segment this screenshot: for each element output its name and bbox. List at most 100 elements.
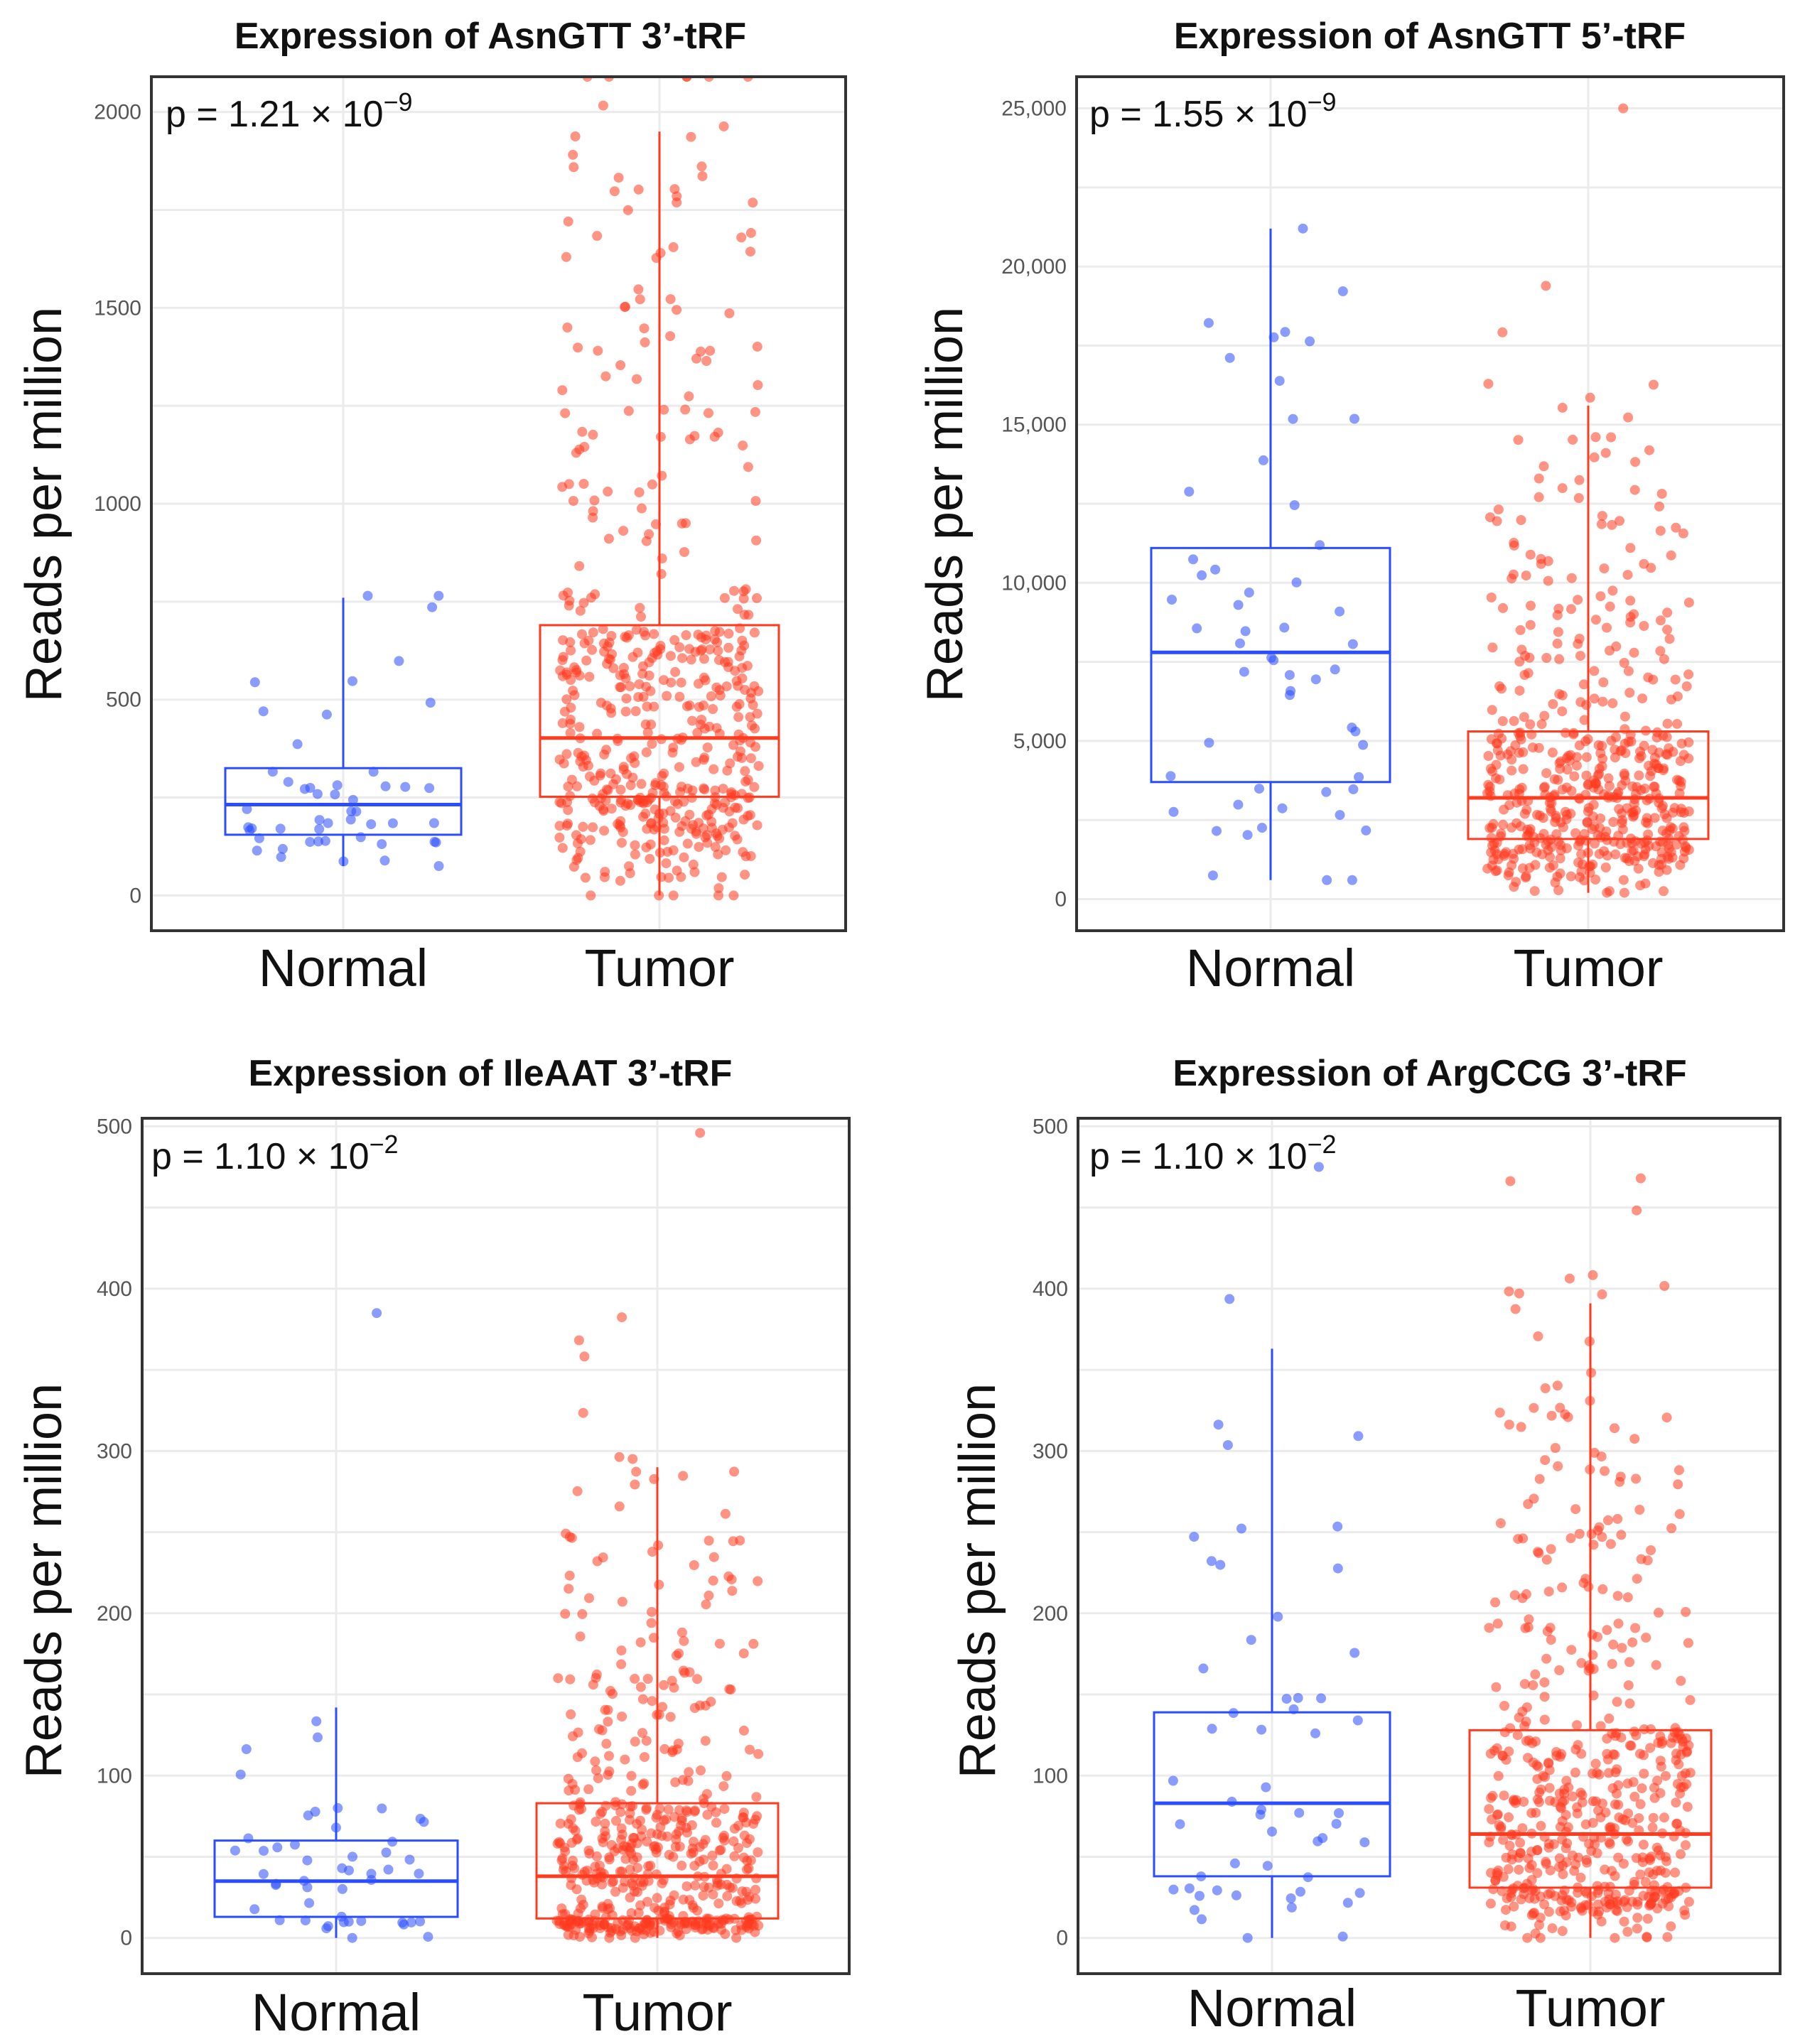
data-point-tumor	[687, 1843, 698, 1854]
data-point-tumor	[1546, 1635, 1556, 1645]
data-point-tumor	[720, 1929, 731, 1940]
data-point-tumor	[677, 653, 688, 664]
data-point-tumor	[720, 1508, 731, 1519]
data-point-tumor	[716, 872, 727, 882]
data-point-tumor	[1580, 1886, 1590, 1897]
data-point-tumor	[723, 628, 734, 639]
data-point-tumor	[1595, 1721, 1606, 1731]
data-point-tumor	[603, 534, 614, 544]
data-point-tumor	[1594, 849, 1605, 859]
data-point-tumor	[1667, 853, 1678, 863]
data-point-tumor	[1541, 653, 1552, 663]
x-category-label: Normal	[1186, 939, 1355, 997]
data-point-tumor	[1522, 1932, 1533, 1943]
y-tick-label: 400	[1033, 1277, 1068, 1301]
data-point-normal	[1168, 806, 1179, 817]
y-tick-label: 10,000	[1001, 571, 1067, 595]
data-point-tumor	[606, 1840, 617, 1850]
data-point-tumor	[751, 1792, 762, 1802]
data-point-tumor	[629, 1886, 640, 1897]
data-point-tumor	[1605, 1839, 1615, 1849]
data-point-normal	[303, 1810, 313, 1821]
data-point-tumor	[588, 822, 598, 833]
data-point-tumor	[554, 832, 565, 843]
data-point-tumor	[568, 162, 579, 173]
data-point-tumor	[723, 822, 734, 833]
data-point-tumor	[1553, 627, 1563, 637]
data-point-tumor	[614, 1501, 625, 1512]
data-point-tumor	[1485, 512, 1495, 523]
data-point-tumor	[1607, 1866, 1617, 1876]
data-point-normal	[311, 1716, 322, 1726]
data-point-tumor	[1676, 1782, 1686, 1792]
data-point-tumor	[681, 1805, 691, 1816]
data-point-tumor	[709, 798, 720, 809]
data-point-normal	[1334, 1808, 1344, 1818]
data-point-tumor	[1649, 782, 1660, 792]
data-point-tumor	[1604, 886, 1615, 897]
data-point-tumor	[580, 872, 591, 883]
data-point-tumor	[1518, 747, 1529, 757]
data-point-tumor	[692, 1905, 703, 1916]
data-point-tumor	[585, 835, 595, 845]
data-point-tumor	[631, 1466, 642, 1477]
data-point-tumor	[604, 1766, 615, 1777]
data-point-tumor	[729, 585, 739, 596]
data-point-tumor	[1610, 745, 1620, 755]
data-point-tumor	[738, 1648, 749, 1659]
data-point-tumor	[1604, 1822, 1615, 1833]
y-tick-label: 0	[1056, 1927, 1068, 1950]
data-point-tumor	[616, 838, 627, 848]
data-point-tumor	[1619, 1896, 1629, 1907]
data-point-tumor	[647, 787, 658, 798]
data-point-tumor	[563, 805, 573, 816]
data-point-tumor	[1557, 483, 1568, 494]
data-point-tumor	[664, 1849, 674, 1860]
data-point-tumor	[1615, 1476, 1625, 1487]
data-point-tumor	[721, 1770, 732, 1781]
data-point-tumor	[1486, 593, 1497, 602]
data-point-tumor	[750, 1927, 760, 1937]
data-point-tumor	[563, 216, 573, 227]
data-point-tumor	[1519, 712, 1529, 723]
data-point-tumor	[674, 642, 685, 652]
data-point-tumor	[1651, 1842, 1662, 1853]
data-point-normal	[427, 602, 438, 612]
data-point-normal	[387, 818, 398, 828]
data-point-tumor	[562, 323, 573, 332]
data-point-tumor	[641, 1805, 652, 1815]
data-point-normal	[337, 1883, 347, 1894]
data-point-tumor	[1556, 817, 1566, 828]
data-point-tumor	[1599, 563, 1610, 574]
data-point-normal	[433, 590, 444, 601]
data-point-tumor	[1637, 1783, 1647, 1794]
data-point-tumor	[633, 184, 644, 195]
data-point-normal	[1198, 1663, 1209, 1674]
data-point-tumor	[741, 1922, 752, 1932]
data-point-normal	[323, 818, 333, 828]
data-point-tumor	[1553, 603, 1564, 614]
data-point-normal	[244, 825, 255, 836]
data-point-normal	[1359, 1837, 1370, 1848]
data-point-tumor	[1514, 1864, 1524, 1875]
data-point-tumor	[1509, 1590, 1520, 1601]
data-point-tumor	[579, 1351, 590, 1362]
data-point-tumor	[1508, 569, 1519, 580]
data-point-tumor	[1557, 1816, 1568, 1827]
data-point-tumor	[672, 198, 682, 207]
data-point-tumor	[1497, 716, 1508, 726]
data-point-tumor	[750, 742, 760, 752]
data-point-tumor	[1588, 811, 1598, 822]
data-point-tumor	[1661, 865, 1672, 875]
data-point-tumor	[1671, 1755, 1681, 1765]
p-value-exponent: −9	[1308, 87, 1337, 117]
data-point-tumor	[1570, 1744, 1581, 1755]
data-point-tumor	[1573, 595, 1583, 605]
data-point-tumor	[1612, 1591, 1623, 1601]
data-point-tumor	[1642, 1913, 1653, 1924]
data-point-tumor	[650, 778, 661, 789]
data-point-tumor	[577, 629, 587, 639]
data-point-normal	[333, 1802, 343, 1813]
data-point-tumor	[1564, 1273, 1575, 1284]
data-point-normal	[343, 1916, 354, 1927]
